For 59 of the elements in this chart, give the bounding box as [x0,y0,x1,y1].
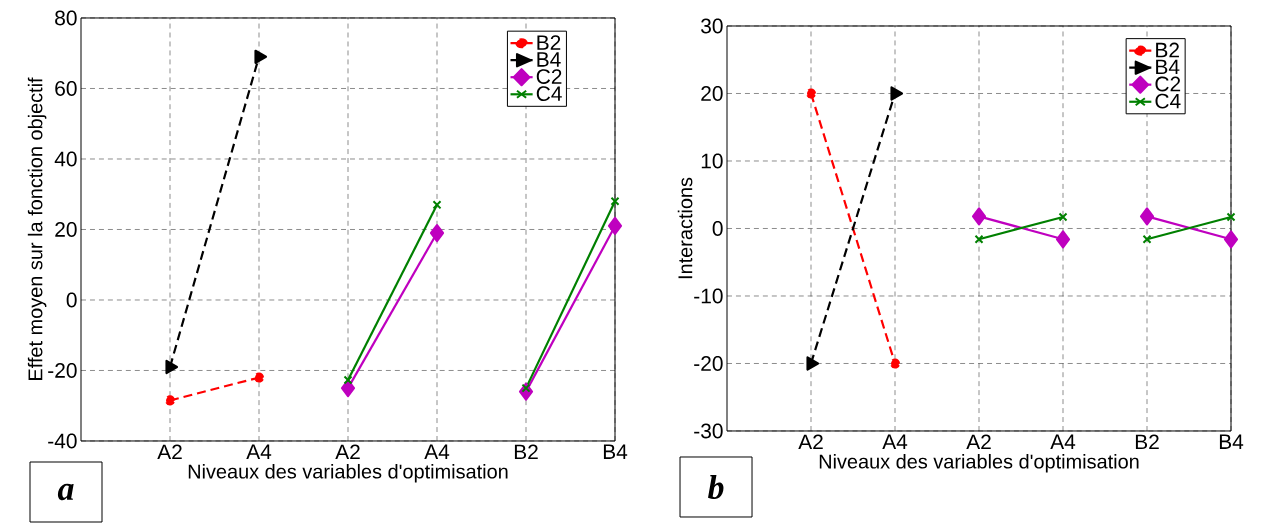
legend-label: B4 [537,52,561,67]
point [889,358,901,369]
y-tick-label: 20 [55,222,77,237]
point [1223,230,1239,249]
y-tick-label: 0 [712,221,723,236]
point [521,383,531,393]
text: a [57,483,74,501]
point [164,395,176,406]
y-tick-label: 10 [701,153,723,169]
point [607,216,623,236]
point [1055,230,1071,249]
x-tick-label: A2 [966,434,991,450]
point [1226,212,1236,222]
x-tick-label: A4 [1050,434,1076,449]
x-tick-label: B2 [514,444,538,460]
legend-label: C2 [1155,76,1181,92]
legend-label: B2 [537,35,561,50]
point [343,375,353,385]
point [610,196,620,206]
y-tick-label: -20 [694,356,723,371]
x-tick-label: A2 [335,444,360,460]
y-tick-label: 0 [66,292,77,308]
point [1058,212,1068,222]
x-tick-label: B4 [603,444,628,459]
x-tick-label: A4 [882,434,908,449]
y-tick-label: 20 [701,86,723,101]
y-tick-label: -10 [694,288,723,304]
y-tick-label: -20 [48,363,77,378]
text: b [708,475,724,499]
y-axis-title: Effet moyen sur la fonction objectif [27,77,47,380]
point [429,223,445,243]
legend-label: C4 [1155,93,1181,109]
x-tick-label: A4 [246,444,272,459]
point [1142,234,1152,244]
x-tick-label: B2 [1135,434,1159,450]
x-tick-label: A2 [798,434,823,450]
y-tick-label: 80 [55,10,77,26]
point [805,88,817,99]
legend-label: C2 [536,69,562,84]
x-axis-title: Niveaux des variables d'optimisation [188,463,508,483]
legend-label: B4 [1156,59,1180,75]
x-tick-label: A4 [424,444,450,459]
legend-label: C4 [536,86,562,102]
point [340,379,356,398]
legend-label: B2 [1156,42,1179,58]
y-tick-label: -30 [694,423,723,439]
point [432,200,442,210]
y-tick-label: 30 [701,18,723,34]
x-axis-title: Niveaux des variables d'optimisation [819,453,1139,473]
y-tick-label: 60 [55,81,77,96]
point [971,207,987,226]
point [253,372,265,383]
point [974,234,984,244]
y-tick-label: -40 [48,433,77,449]
y-tick-label: 40 [54,151,77,167]
y-axis-title: Interactions [677,177,693,279]
point [1139,207,1155,226]
x-tick-label: B4 [1219,434,1244,449]
x-tick-label: A2 [157,444,182,460]
